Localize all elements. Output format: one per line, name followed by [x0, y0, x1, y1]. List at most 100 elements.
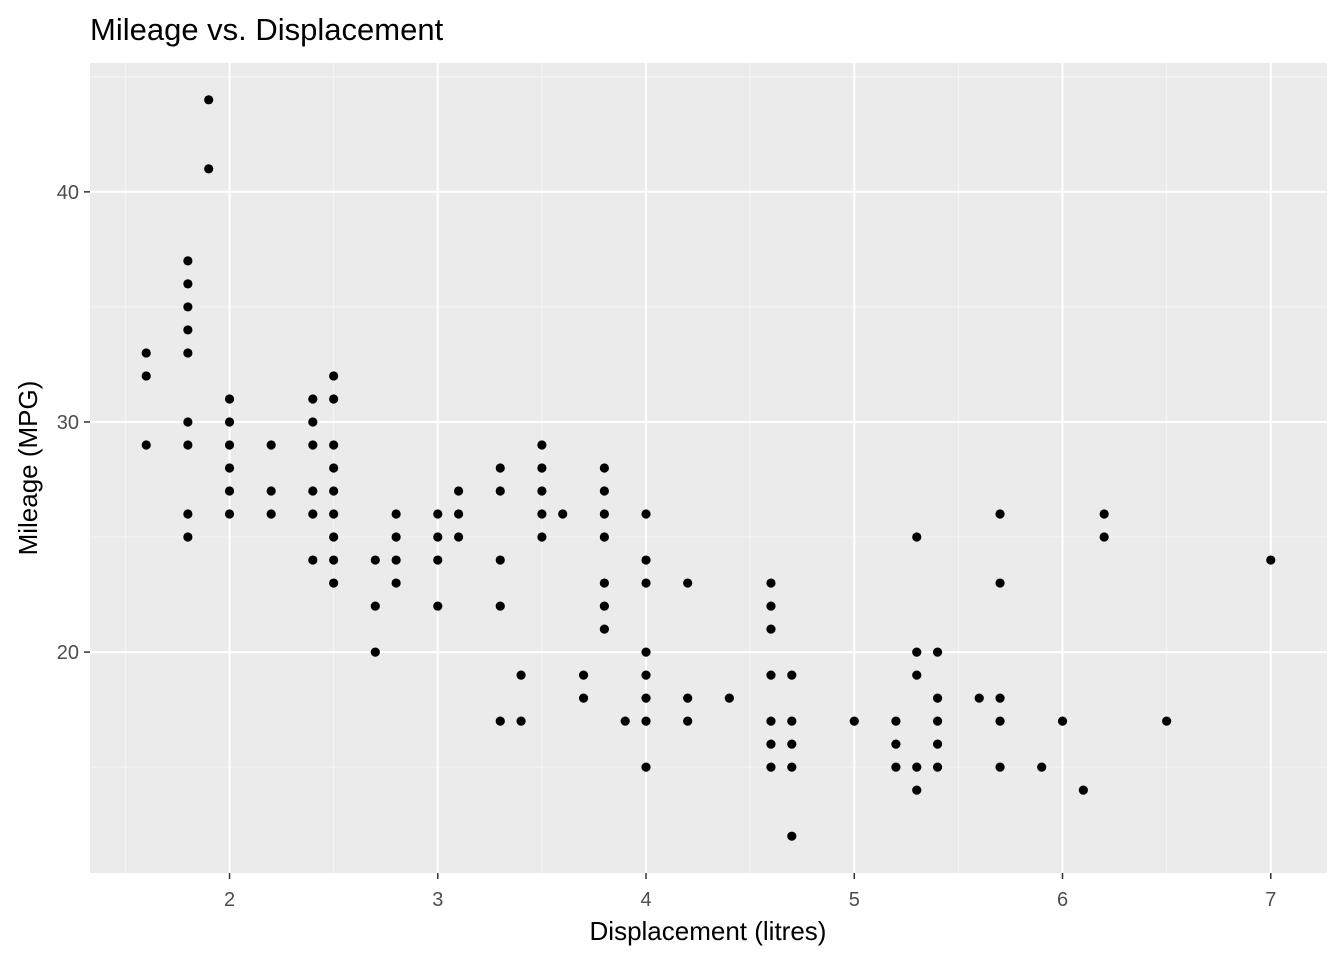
data-point [329, 440, 339, 450]
data-point [578, 693, 589, 703]
data-point [329, 532, 339, 542]
data-point [1266, 555, 1276, 565]
data-point [787, 739, 797, 749]
data-point [141, 348, 151, 358]
y-axis: 20 30 40 [57, 182, 90, 664]
data-point [766, 601, 776, 611]
data-point [766, 670, 776, 680]
data-point [495, 463, 505, 473]
data-point [224, 417, 235, 427]
data-point [641, 509, 651, 519]
plot-panel [90, 63, 1327, 873]
data-point [391, 555, 401, 565]
data-point [932, 739, 943, 749]
data-point [599, 463, 609, 473]
data-point [849, 716, 859, 726]
data-point [537, 532, 547, 542]
data-point [370, 601, 380, 611]
data-point [454, 532, 464, 542]
data-points [141, 95, 1276, 841]
data-point [599, 532, 609, 542]
data-point [308, 394, 318, 404]
y-tick-label: 20 [57, 642, 79, 664]
data-point [537, 463, 547, 473]
data-point [537, 486, 547, 496]
data-point [266, 509, 276, 519]
major-grid [90, 63, 1327, 873]
data-point [766, 716, 776, 726]
data-point [724, 693, 734, 703]
data-point [641, 693, 651, 703]
data-point [599, 601, 609, 611]
data-point [370, 647, 380, 657]
data-point [391, 509, 401, 519]
data-point [329, 555, 339, 565]
data-point [787, 762, 797, 772]
data-point [537, 440, 547, 450]
data-point [683, 693, 693, 703]
y-axis-title: Mileage (MPG) [13, 381, 43, 556]
data-point [329, 486, 339, 496]
data-point [932, 693, 943, 703]
data-point [766, 739, 776, 749]
data-point [1099, 509, 1109, 519]
data-point [329, 578, 339, 588]
y-tick-label: 40 [57, 182, 79, 204]
data-point [266, 486, 276, 496]
data-point [183, 325, 193, 335]
data-point [683, 578, 693, 588]
data-point [391, 578, 401, 588]
data-point [891, 716, 901, 726]
data-point [495, 555, 505, 565]
data-point [308, 555, 318, 565]
data-point [641, 670, 651, 680]
data-point [308, 440, 318, 450]
data-point [224, 486, 235, 496]
data-point [1037, 762, 1047, 772]
y-tick-label: 30 [57, 412, 79, 434]
x-tick-label: 6 [1057, 889, 1068, 911]
data-point [932, 762, 943, 772]
data-point [1078, 785, 1088, 795]
data-point [495, 486, 505, 496]
data-point [224, 509, 235, 519]
data-point [183, 302, 193, 312]
data-point [308, 509, 318, 519]
data-point [787, 716, 797, 726]
data-point [537, 509, 547, 519]
x-tick-label: 5 [849, 889, 860, 911]
data-point [224, 440, 235, 450]
data-point [329, 463, 339, 473]
data-point [995, 716, 1005, 726]
data-point [183, 256, 193, 266]
data-point [995, 693, 1005, 703]
x-tick-label: 4 [640, 889, 651, 911]
data-point [495, 716, 505, 726]
data-point [266, 440, 276, 450]
data-point [912, 670, 922, 680]
data-point [1099, 532, 1109, 542]
data-point [787, 831, 797, 841]
data-point [308, 417, 318, 427]
data-point [932, 647, 943, 657]
data-point [141, 371, 151, 381]
data-point [995, 762, 1005, 772]
data-point [433, 532, 443, 542]
data-point [329, 371, 339, 381]
data-point [454, 509, 464, 519]
data-point [599, 486, 609, 496]
data-point [454, 486, 464, 496]
data-point [995, 509, 1005, 519]
data-point [183, 279, 193, 289]
data-point [1057, 716, 1068, 726]
data-point [391, 532, 401, 542]
data-point [516, 716, 526, 726]
minor-grid [90, 63, 1327, 873]
data-point [641, 647, 651, 657]
x-tick-label: 3 [432, 889, 443, 911]
data-point [433, 555, 443, 565]
data-point [558, 509, 568, 519]
data-point [495, 601, 505, 611]
data-point [974, 693, 984, 703]
